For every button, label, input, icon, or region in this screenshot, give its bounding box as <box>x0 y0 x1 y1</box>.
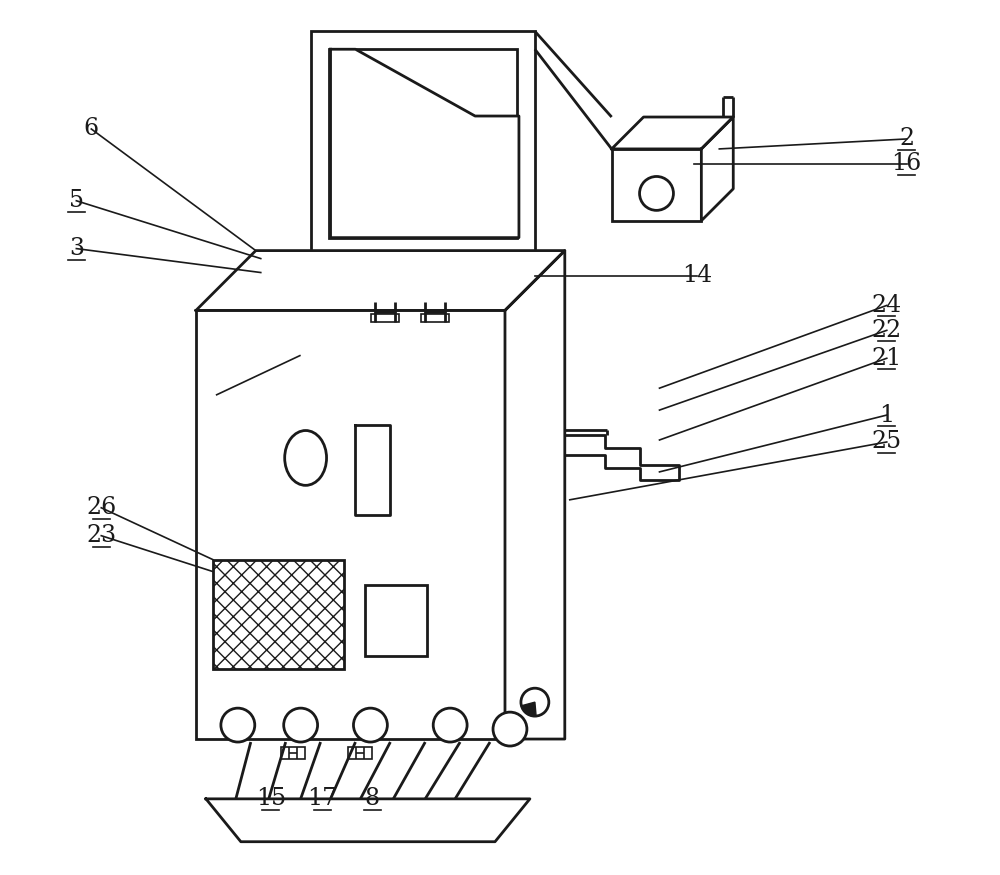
Polygon shape <box>355 425 390 514</box>
Bar <box>365 584 427 656</box>
Polygon shape <box>505 250 565 739</box>
Bar <box>311 31 535 256</box>
Bar <box>371 298 399 306</box>
Text: 16: 16 <box>892 152 922 175</box>
Circle shape <box>433 708 467 742</box>
Text: 15: 15 <box>256 788 286 810</box>
Text: 1: 1 <box>879 403 894 427</box>
Circle shape <box>353 708 387 742</box>
Polygon shape <box>206 799 530 842</box>
Bar <box>421 298 449 306</box>
Polygon shape <box>701 117 733 220</box>
Text: 17: 17 <box>308 788 338 810</box>
Text: 2: 2 <box>899 128 914 150</box>
Circle shape <box>221 708 255 742</box>
Circle shape <box>640 177 673 210</box>
Text: 6: 6 <box>84 117 99 141</box>
Text: 23: 23 <box>86 524 116 547</box>
Text: 3: 3 <box>69 237 84 260</box>
Bar <box>329 49 517 238</box>
Circle shape <box>493 712 527 746</box>
Circle shape <box>284 708 318 742</box>
Text: 8: 8 <box>365 788 380 810</box>
Text: 25: 25 <box>872 430 902 453</box>
Text: 14: 14 <box>682 264 712 287</box>
Bar <box>196 311 505 739</box>
Circle shape <box>521 689 549 716</box>
Text: 24: 24 <box>872 294 902 317</box>
Polygon shape <box>331 49 519 238</box>
Wedge shape <box>521 702 536 716</box>
Text: 5: 5 <box>69 189 84 213</box>
Bar <box>213 560 344 669</box>
Bar <box>281 747 305 759</box>
Bar <box>421 314 449 322</box>
Bar <box>612 149 701 220</box>
Text: 22: 22 <box>872 318 902 342</box>
Ellipse shape <box>285 430 327 486</box>
Polygon shape <box>612 117 733 149</box>
Text: 26: 26 <box>86 496 116 519</box>
Bar <box>371 314 399 322</box>
Bar <box>348 747 372 759</box>
Text: 21: 21 <box>872 346 902 370</box>
Text: 9: 9 <box>388 100 403 122</box>
Polygon shape <box>196 250 565 311</box>
